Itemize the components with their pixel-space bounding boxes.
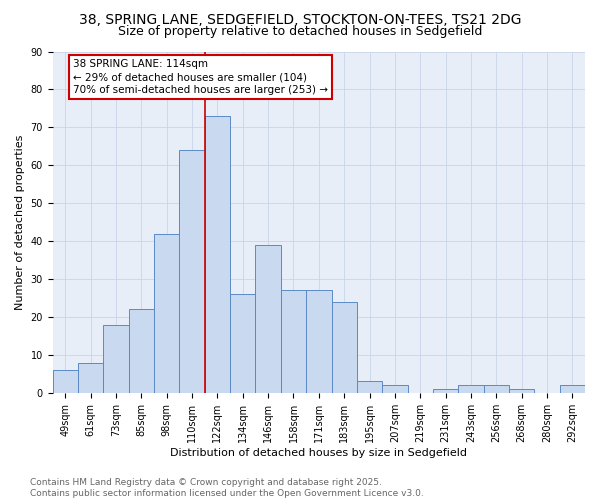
Bar [281,290,306,393]
Bar [230,294,256,393]
Bar [306,290,332,393]
X-axis label: Distribution of detached houses by size in Sedgefield: Distribution of detached houses by size … [170,448,467,458]
Bar [382,386,407,393]
Bar [78,362,103,393]
Bar [103,324,129,393]
Bar [509,389,535,393]
Bar [484,386,509,393]
Text: Size of property relative to detached houses in Sedgefield: Size of property relative to detached ho… [118,25,482,38]
Bar [332,302,357,393]
Bar [256,245,281,393]
Bar [433,389,458,393]
Bar [53,370,78,393]
Bar [129,310,154,393]
Text: 38 SPRING LANE: 114sqm
← 29% of detached houses are smaller (104)
70% of semi-de: 38 SPRING LANE: 114sqm ← 29% of detached… [73,59,328,96]
Bar [458,386,484,393]
Bar [154,234,179,393]
Bar [179,150,205,393]
Y-axis label: Number of detached properties: Number of detached properties [15,134,25,310]
Bar [205,116,230,393]
Bar [357,382,382,393]
Text: 38, SPRING LANE, SEDGEFIELD, STOCKTON-ON-TEES, TS21 2DG: 38, SPRING LANE, SEDGEFIELD, STOCKTON-ON… [79,12,521,26]
Text: Contains HM Land Registry data © Crown copyright and database right 2025.
Contai: Contains HM Land Registry data © Crown c… [30,478,424,498]
Bar [560,386,585,393]
